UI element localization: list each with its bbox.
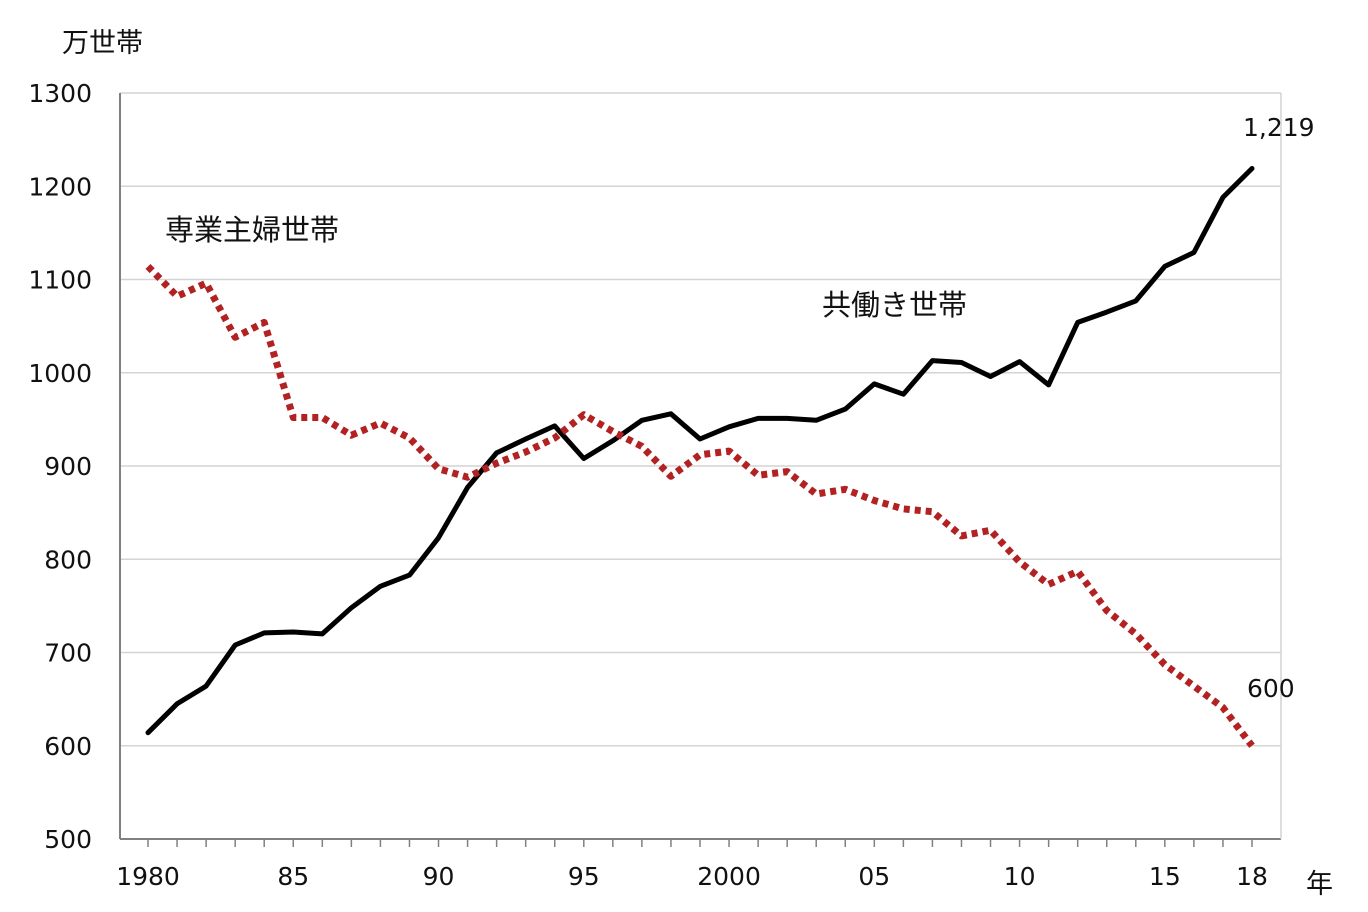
series-line-dual-income — [145, 166, 1255, 736]
x-tick-label: 15 — [1149, 862, 1181, 891]
y-tick-label: 1300 — [28, 79, 92, 108]
y-tick-label: 1000 — [28, 359, 92, 388]
x-tick-label: 05 — [858, 862, 890, 891]
x-tick-label: 1980 — [116, 862, 180, 891]
series-lines — [145, 166, 1255, 748]
y-tick-label: 500 — [44, 825, 92, 854]
y-axis-tick-labels: 500 600 700 800 900 1000 1100 1200 1300 — [28, 79, 92, 854]
y-axis-unit-label: 万世帯 — [62, 28, 143, 59]
y-tick-label: 600 — [44, 732, 92, 761]
x-tick-label: 90 — [423, 862, 455, 891]
x-tick-label: 85 — [277, 862, 309, 891]
y-tick-label: 1200 — [28, 172, 92, 201]
end-label-housewife: 600 — [1247, 674, 1295, 703]
y-tick-label: 900 — [44, 452, 92, 481]
y-tick-label: 1100 — [28, 266, 92, 295]
x-tick-label: 18 — [1236, 862, 1268, 891]
series-line-housewife — [145, 263, 1255, 748]
series-label-housewife: 専業主婦世帯 — [165, 213, 339, 247]
x-tick-label: 10 — [1004, 862, 1036, 891]
x-axis-tick-labels: 1980 85 90 95 2000 05 10 15 18 — [116, 862, 1268, 891]
end-label-dual-income: 1,219 — [1243, 113, 1315, 142]
x-tick-label: 95 — [568, 862, 600, 891]
axes — [119, 93, 1282, 847]
x-tick-label: 2000 — [697, 862, 761, 891]
y-tick-label: 800 — [44, 545, 92, 574]
gridlines — [120, 92, 1281, 747]
y-tick-label: 700 — [44, 639, 92, 668]
series-label-dual-income: 共働き世帯 — [822, 288, 967, 322]
x-axis-unit-label: 年 — [1306, 869, 1333, 900]
